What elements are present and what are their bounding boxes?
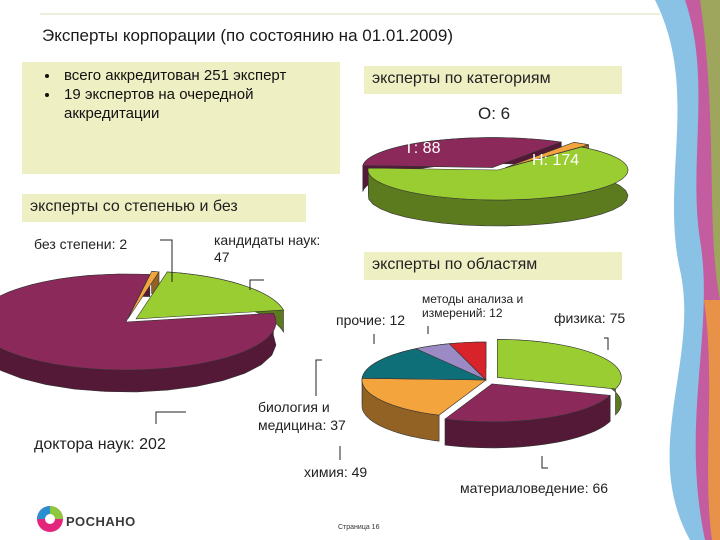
label-doctors: доктора наук: 202 [34, 436, 166, 453]
chart-categories [362, 137, 629, 227]
label-o: О: 6 [478, 104, 511, 123]
label-candidates: кандидаты наук: 47 [214, 232, 321, 265]
page-number: Страница 16 [338, 524, 380, 531]
pie-slice [361, 348, 487, 381]
pie-slice [496, 339, 622, 390]
pie-slice [127, 271, 160, 320]
label-physics: физика: 75 [554, 310, 626, 326]
summary-panel [22, 62, 340, 174]
chart3-title: эксперты по областям [364, 252, 622, 280]
pie-slice [448, 341, 487, 381]
bullet-total: всего аккредитован 251 эксперт [60, 66, 340, 85]
label-n: Н: 174 [532, 152, 580, 169]
chart-degree [0, 271, 284, 393]
chart2-title: эксперты со степенью и без [22, 194, 306, 222]
label-chemistry: химия: 49 [304, 464, 368, 480]
bullet-reaccreditation: 19 экспертов на очередной аккредитации [60, 85, 340, 123]
label-leader-lines [155, 239, 609, 469]
label-methods: методы анализа и измерений: 12 [422, 292, 524, 320]
pie-slice [362, 137, 562, 168]
page-title: Эксперты корпорации (по состоянию на 01.… [42, 26, 453, 45]
label-other: прочие: 12 [336, 312, 406, 328]
label-t: Т: 88 [404, 140, 441, 157]
label-biology: биология и медицина: 37 [258, 399, 346, 433]
logo-text: РОСНАНО [66, 514, 136, 529]
pie-slice [0, 273, 277, 371]
pie-slice [367, 146, 629, 201]
label-materials: материаловедение: 66 [460, 480, 609, 496]
pie-slice [361, 378, 487, 416]
pie-slice [504, 141, 589, 169]
chart-fields [361, 339, 622, 449]
chart1-title: эксперты по категориям [364, 66, 622, 94]
pie-slice [135, 271, 284, 320]
summary-bullets: всего аккредитован 251 эксперт 19 экспер… [22, 66, 340, 123]
pie-slice [444, 383, 611, 423]
rosnano-logo-icon [37, 506, 63, 532]
label-no-degree: без степени: 2 [34, 236, 128, 252]
